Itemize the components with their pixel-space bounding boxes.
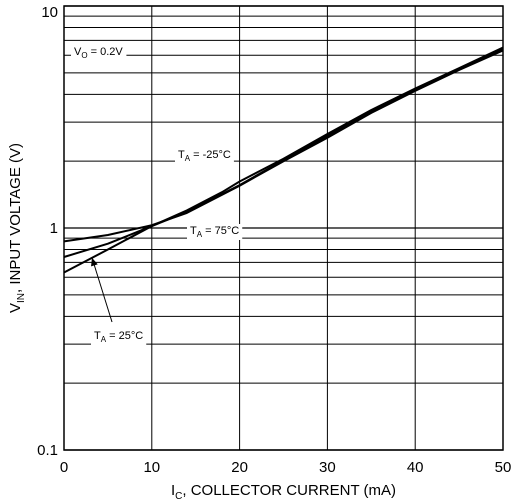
y-tick-label: 10 — [41, 4, 58, 21]
x-axis-label: IC, COLLECTOR CURRENT (mA) — [171, 482, 396, 502]
annotation-vo-background — [71, 45, 127, 61]
x-tick-label: 50 — [495, 459, 512, 476]
series-label-75: TA = 75°C — [190, 225, 239, 239]
x-tick-label: 0 — [60, 459, 68, 476]
y-tick-labels: 0.1 1 10 — [37, 4, 58, 459]
series-label-background-25 — [91, 329, 147, 345]
series-label-neg25: TA = -25°C — [178, 149, 231, 163]
annotations: VO = 0.2V TA = -25°C TA = 75°C TA = 25°C — [71, 45, 243, 345]
y-tick-label: 1 — [50, 220, 58, 237]
series-label-25: TA = 25°C — [94, 330, 143, 344]
x-tick-label: 10 — [143, 459, 160, 476]
x-tick-label: 30 — [319, 459, 336, 476]
x-tick-label: 40 — [407, 459, 424, 476]
series-label-25-arrowhead — [91, 257, 98, 267]
y-tick-label: 0.1 — [37, 442, 58, 459]
y-axis-label: VIN, INPUT VOLTAGE (V) — [7, 143, 27, 313]
annotation-vo: VO = 0.2V — [74, 46, 123, 60]
series-line-2 — [63, 48, 504, 258]
x-tick-label: 20 — [231, 459, 248, 476]
series-label-25-pointer — [91, 257, 113, 323]
curves — [63, 46, 504, 274]
grid — [63, 5, 504, 451]
series-label-background-neg25 — [175, 148, 234, 164]
series-label-background-75 — [187, 224, 243, 240]
plot-frame — [63, 5, 504, 451]
x-tick-labels: 0 10 20 30 40 50 — [60, 459, 512, 476]
